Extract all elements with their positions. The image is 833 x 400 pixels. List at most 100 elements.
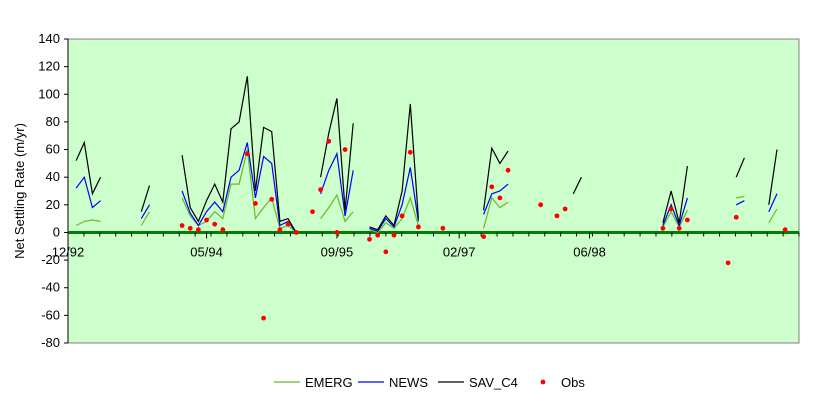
series-line-segment — [140, 211, 151, 226]
y-axis: -80 -60 -40 -20 0 20 40 60 80 100 120 140 — [38, 31, 69, 350]
obs-point — [195, 227, 201, 233]
obs-point — [440, 225, 446, 231]
series-obs — [179, 138, 788, 321]
obs-point — [253, 201, 258, 206]
obs-point — [399, 213, 405, 219]
series-news — [75, 142, 778, 233]
series-line-segment — [75, 175, 101, 209]
obs-point — [204, 217, 209, 223]
obs-point — [334, 230, 340, 235]
series-line-segment — [320, 151, 354, 217]
obs-point — [407, 149, 413, 155]
obs-point — [220, 227, 226, 233]
y-tick-label: 0 — [53, 224, 60, 239]
obs-point — [318, 187, 324, 193]
series-line-segment — [181, 76, 297, 233]
y-tick-label: 20 — [46, 197, 60, 212]
obs-point — [244, 151, 250, 157]
series-line-segment — [181, 149, 297, 233]
series-line-segment — [181, 142, 297, 233]
obs-point — [668, 206, 674, 212]
series-line-segment — [483, 146, 509, 211]
series-line-segment — [768, 208, 778, 224]
series-layer — [75, 76, 788, 321]
obs-point — [285, 221, 291, 227]
obs-point — [554, 213, 560, 219]
obs-point — [782, 227, 788, 233]
series-line-segment — [320, 98, 354, 211]
series-line-segment — [736, 195, 745, 199]
series-line-segment — [320, 193, 354, 223]
y-tick-label: -40 — [41, 280, 60, 295]
obs-point — [391, 232, 397, 238]
obs-point — [562, 206, 568, 212]
series-sav-c4 — [75, 76, 778, 233]
y-tick-label: -20 — [41, 252, 60, 267]
obs-point — [725, 260, 731, 266]
y-tick-label: 80 — [46, 114, 60, 129]
series-line-segment — [75, 219, 101, 227]
legend-label: SAV_C4 — [469, 375, 518, 390]
obs-point — [733, 214, 739, 220]
series-line-segment — [768, 149, 778, 205]
obs-point — [416, 224, 421, 230]
obs-point — [277, 227, 283, 233]
x-tick-label: 12/92 — [52, 244, 85, 259]
y-tick-label: -80 — [41, 335, 60, 350]
legend-item: NEWS — [358, 375, 428, 390]
obs-point — [212, 221, 218, 227]
y-tick-label: -60 — [41, 307, 60, 322]
obs-point — [538, 202, 544, 208]
legend-swatch — [540, 379, 546, 385]
obs-point — [367, 236, 372, 242]
series-line-segment — [369, 103, 419, 231]
obs-point — [187, 225, 193, 231]
obs-point — [326, 138, 332, 144]
obs-point — [676, 225, 682, 231]
legend-item: Obs — [540, 375, 585, 390]
obs-point — [179, 223, 185, 228]
y-tick-label: 140 — [38, 31, 60, 46]
x-tick-label: 05/94 — [190, 244, 223, 259]
obs-point — [269, 196, 275, 202]
obs-point — [684, 217, 690, 223]
obs-point — [261, 315, 266, 321]
series-line-segment — [735, 157, 745, 178]
y-axis-label: Net Settling Rate (m/yr) — [12, 123, 27, 259]
legend-label: NEWS — [389, 375, 428, 390]
legend-item: EMERG — [274, 375, 353, 390]
series-line-segment — [735, 200, 745, 206]
legend-item: SAV_C4 — [438, 375, 518, 390]
series-line-segment — [768, 193, 778, 212]
x-axis: 12/92 05/94 09/95 02/97 06/98 — [52, 230, 800, 259]
x-tick-label: 09/95 — [321, 244, 354, 259]
series-line-segment — [483, 196, 509, 229]
obs-point — [293, 230, 299, 235]
legend-label: Obs — [561, 375, 585, 390]
obs-point — [489, 184, 495, 190]
series-line-segment — [140, 204, 151, 219]
series-line-segment — [140, 185, 151, 212]
y-tick-label: 40 — [46, 169, 60, 184]
series-line-segment — [662, 197, 688, 228]
series-line-segment — [662, 210, 688, 229]
y-tick-label: 60 — [46, 142, 60, 157]
series-emerg — [75, 149, 778, 234]
plot-area — [67, 38, 800, 344]
series-line-segment — [369, 167, 419, 232]
obs-point — [481, 234, 487, 240]
obs-point — [310, 209, 315, 215]
series-line-segment — [369, 196, 419, 234]
series-line-segment — [483, 183, 509, 215]
obs-point — [505, 167, 511, 173]
x-tick-label: 02/97 — [443, 244, 476, 259]
x-tick-label: 06/98 — [573, 244, 606, 259]
series-line-segment — [662, 166, 688, 223]
obs-point — [375, 232, 381, 238]
obs-point — [497, 195, 503, 201]
obs-point — [342, 147, 348, 152]
y-tick-label: 100 — [38, 86, 60, 101]
obs-point — [383, 249, 389, 255]
series-line-segment — [572, 176, 582, 195]
